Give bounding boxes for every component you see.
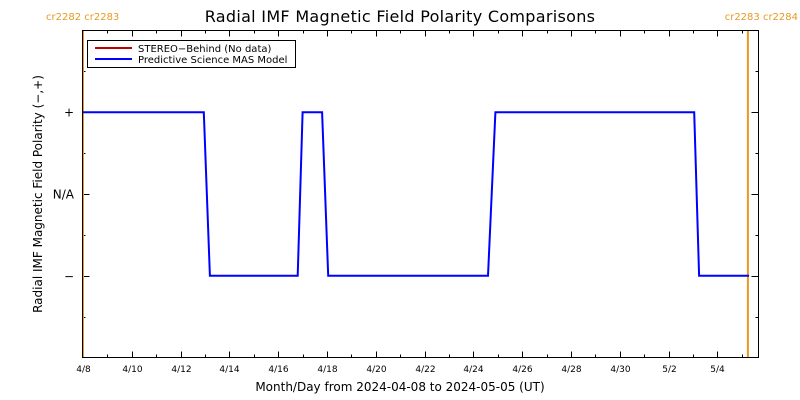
x-tick-label: 5/2 <box>662 365 676 375</box>
x-tick-label: 4/22 <box>415 365 435 375</box>
x-tick-label: 4/16 <box>268 365 288 375</box>
x-tick-label: 4/24 <box>463 365 483 375</box>
x-tick-label: 4/12 <box>171 365 191 375</box>
chart-title: Radial IMF Magnetic Field Polarity Compa… <box>204 7 596 26</box>
series-line-mas-model <box>83 111 750 277</box>
x-tick-label: 4/14 <box>219 365 239 375</box>
x-tick-label: 4/10 <box>122 365 142 375</box>
y-tick-label: + <box>64 106 74 120</box>
x-tick-label: 4/26 <box>512 365 532 375</box>
y-tick-label: N/A <box>53 188 75 202</box>
carrington-label-right: cr2283 cr2284 <box>724 12 798 23</box>
x-tick-label: 4/18 <box>317 365 337 375</box>
legend: STEREO−Behind (No data) Predictive Scien… <box>87 40 296 68</box>
legend-label-stereo: STEREO−Behind (No data) <box>138 44 271 55</box>
x-tick-label: 4/20 <box>366 365 386 375</box>
plot-frame <box>82 30 759 358</box>
legend-box <box>87 40 296 68</box>
y-tick-label: − <box>64 270 74 284</box>
carrington-label-left: cr2282 cr2283 <box>46 12 120 23</box>
x-tick-label: 4/8 <box>76 365 91 375</box>
legend-label-mas-model: Predictive Science MAS Model <box>138 55 287 66</box>
x-tick-label: 4/30 <box>610 365 630 375</box>
x-tick-label: 4/28 <box>561 365 581 375</box>
x-axis-label: Month/Day from 2024-04-08 to 2024-05-05 … <box>255 380 545 394</box>
x-tick-label: 5/4 <box>710 365 725 375</box>
